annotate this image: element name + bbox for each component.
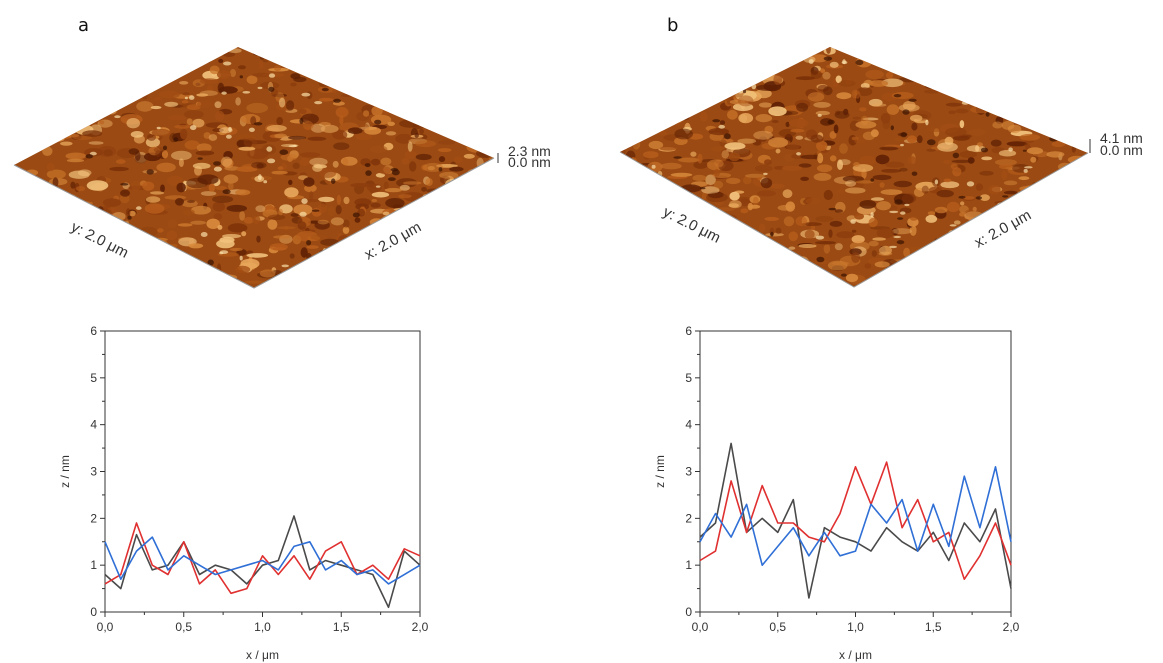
series-line-2 xyxy=(104,522,421,595)
x-axis-title: x / μm xyxy=(839,648,872,662)
y-tick-label: 4 xyxy=(90,418,97,432)
afm-y-label-b: y: 2.0 μm xyxy=(660,203,723,246)
afm-surface-b: y: 2.0 μm x: 2.0 μm 4.1 nm 0.0 nm xyxy=(619,47,1143,288)
y-axis-title: z / nm xyxy=(58,455,72,488)
x-tick-label: 1,5 xyxy=(333,620,350,634)
afm-x-label-a: x: 2.0 μm xyxy=(362,219,424,264)
x-axis-title: x / μm xyxy=(246,648,279,662)
x-tick-label: 2,0 xyxy=(412,620,429,634)
x-tick-label: 1,0 xyxy=(847,620,864,634)
y-tick-label: 1 xyxy=(90,558,97,572)
x-tick-label: 0,0 xyxy=(692,620,709,634)
afm-base-edge-b xyxy=(619,151,1089,288)
y-axis-title: z / nm xyxy=(653,455,667,488)
y-tick-label: 3 xyxy=(685,465,692,479)
x-tick-label: 0,5 xyxy=(175,620,192,634)
plot-frame-b xyxy=(699,330,1012,613)
afm-z-min-label-b: 0.0 nm xyxy=(1100,142,1143,158)
x-tick-label: 1,5 xyxy=(925,620,942,634)
profile-chart-a: 0 1 2 3 4 5 6 0,0 0,5 1,0 1,5 2,0 x / μm z / nm xyxy=(58,324,429,662)
y-tick-label: 3 xyxy=(90,465,97,479)
y-tick-label: 0 xyxy=(685,605,692,619)
y-tick-label: 2 xyxy=(685,511,692,525)
y-tick-label: 5 xyxy=(685,371,692,385)
x-tick-label: 0,0 xyxy=(97,620,114,634)
y-tick-label: 1 xyxy=(685,558,692,572)
series-line-3 xyxy=(104,536,421,585)
y-tick-label: 0 xyxy=(90,605,97,619)
x-tick-label: 0,5 xyxy=(769,620,786,634)
afm-surface-a: y: 2.0 μm x: 2.0 μm 2.3 nm 0.0 nm xyxy=(13,47,551,289)
panel-letter-b: b xyxy=(667,15,679,36)
y-tick-label: 6 xyxy=(90,324,97,338)
afm-z-max-label-a: 2.3 nm xyxy=(508,143,551,159)
afm-base-edge-a xyxy=(13,157,495,289)
profile-chart-b: 0 1 2 3 4 5 6 0,0 0,5 1,0 1,5 2,0 x / μm z / nm xyxy=(653,324,1020,662)
afm-z-min-label-a: 0.0 nm xyxy=(508,154,551,170)
y-tick-label: 2 xyxy=(90,511,97,525)
afm-y-label-a: y: 2.0 μm xyxy=(68,218,131,261)
y-tick-label: 5 xyxy=(90,371,97,385)
series-line-2 xyxy=(699,461,1012,580)
x-tick-label: 2,0 xyxy=(1003,620,1020,634)
y-tick-label: 4 xyxy=(685,418,692,432)
panel-letter-a: a xyxy=(78,15,90,36)
afm-z-max-label-b: 4.1 nm xyxy=(1100,130,1143,146)
x-tick-label: 1,0 xyxy=(254,620,271,634)
y-tick-label: 6 xyxy=(685,324,692,338)
series-line-3 xyxy=(699,466,1012,566)
